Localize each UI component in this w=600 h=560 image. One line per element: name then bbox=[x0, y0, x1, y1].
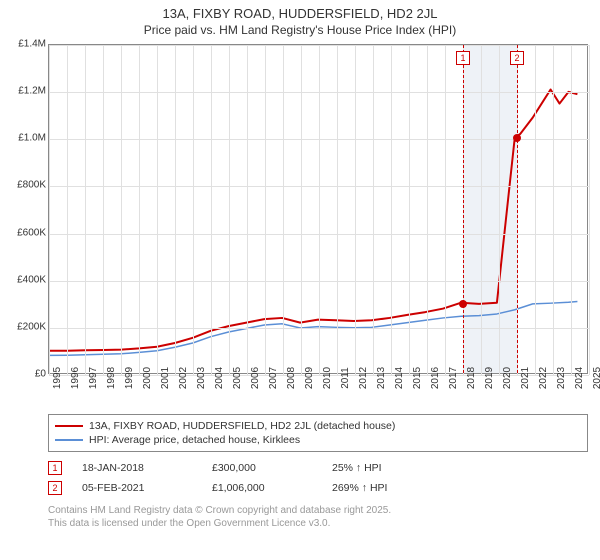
x-tick-label: 1998 bbox=[106, 367, 117, 389]
chart-title: 13A, FIXBY ROAD, HUDDERSFIELD, HD2 2JL bbox=[0, 0, 600, 21]
x-tick-label: 2018 bbox=[466, 367, 477, 389]
footer-line: Contains HM Land Registry data © Crown c… bbox=[48, 504, 391, 517]
x-tick-label: 2012 bbox=[358, 367, 369, 389]
cell-price: £300,000 bbox=[212, 462, 332, 474]
table-row: 1 18-JAN-2018 £300,000 25% ↑ HPI bbox=[48, 458, 588, 478]
cell-pct: 25% ↑ HPI bbox=[332, 462, 452, 474]
chart-container: 13A, FIXBY ROAD, HUDDERSFIELD, HD2 2JL P… bbox=[0, 0, 600, 560]
chart-subtitle: Price paid vs. HM Land Registry's House … bbox=[0, 21, 600, 41]
x-tick-label: 2009 bbox=[304, 367, 315, 389]
x-tick-label: 2007 bbox=[268, 367, 279, 389]
legend-label: 13A, FIXBY ROAD, HUDDERSFIELD, HD2 2JL (… bbox=[89, 420, 395, 432]
footer: Contains HM Land Registry data © Crown c… bbox=[48, 504, 391, 530]
x-tick-label: 2006 bbox=[250, 367, 261, 389]
x-tick-label: 2021 bbox=[520, 367, 531, 389]
x-tick-label: 2004 bbox=[214, 367, 225, 389]
cell-date: 05-FEB-2021 bbox=[82, 482, 212, 494]
legend: 13A, FIXBY ROAD, HUDDERSFIELD, HD2 2JL (… bbox=[48, 414, 588, 452]
y-tick-label: £0 bbox=[4, 369, 46, 380]
x-tick-label: 2016 bbox=[430, 367, 441, 389]
cell-price: £1,006,000 bbox=[212, 482, 332, 494]
cell-pct: 269% ↑ HPI bbox=[332, 482, 452, 494]
x-tick-label: 1999 bbox=[124, 367, 135, 389]
chart-lines bbox=[49, 45, 587, 373]
x-tick-label: 2003 bbox=[196, 367, 207, 389]
x-tick-label: 2010 bbox=[322, 367, 333, 389]
x-tick-label: 2017 bbox=[448, 367, 459, 389]
y-tick-label: £200K bbox=[4, 321, 46, 332]
y-tick-label: £1.2M bbox=[4, 86, 46, 97]
x-tick-label: 2001 bbox=[160, 367, 171, 389]
y-tick-label: £1.0M bbox=[4, 133, 46, 144]
x-tick-label: 2022 bbox=[538, 367, 549, 389]
marker-box: 2 bbox=[510, 51, 524, 65]
x-tick-label: 2019 bbox=[484, 367, 495, 389]
x-tick-label: 2015 bbox=[412, 367, 423, 389]
x-tick-label: 1996 bbox=[70, 367, 81, 389]
marker-badge: 1 bbox=[48, 461, 62, 475]
x-tick-label: 2008 bbox=[286, 367, 297, 389]
legend-swatch bbox=[55, 425, 83, 427]
x-tick-label: 2002 bbox=[178, 367, 189, 389]
x-tick-label: 2013 bbox=[376, 367, 387, 389]
x-tick-label: 1997 bbox=[88, 367, 99, 389]
transactions-table: 1 18-JAN-2018 £300,000 25% ↑ HPI 2 05-FE… bbox=[48, 458, 588, 498]
plot-area: 12 bbox=[48, 44, 588, 374]
x-tick-label: 2023 bbox=[556, 367, 567, 389]
x-tick-label: 2025 bbox=[592, 367, 600, 389]
legend-item: 13A, FIXBY ROAD, HUDDERSFIELD, HD2 2JL (… bbox=[55, 419, 581, 433]
legend-swatch bbox=[55, 439, 83, 441]
table-row: 2 05-FEB-2021 £1,006,000 269% ↑ HPI bbox=[48, 478, 588, 498]
legend-item: HPI: Average price, detached house, Kirk… bbox=[55, 433, 581, 447]
marker-badge: 2 bbox=[48, 481, 62, 495]
cell-date: 18-JAN-2018 bbox=[82, 462, 212, 474]
y-tick-label: £600K bbox=[4, 227, 46, 238]
legend-label: HPI: Average price, detached house, Kirk… bbox=[89, 434, 300, 446]
marker-box: 1 bbox=[456, 51, 470, 65]
x-tick-label: 2024 bbox=[574, 367, 585, 389]
y-tick-label: £400K bbox=[4, 274, 46, 285]
x-tick-label: 2014 bbox=[394, 367, 405, 389]
x-tick-label: 2020 bbox=[502, 367, 513, 389]
x-tick-label: 1995 bbox=[52, 367, 63, 389]
x-tick-label: 2005 bbox=[232, 367, 243, 389]
footer-line: This data is licensed under the Open Gov… bbox=[48, 517, 391, 530]
y-tick-label: £800K bbox=[4, 180, 46, 191]
y-tick-label: £1.4M bbox=[4, 39, 46, 50]
x-tick-label: 2011 bbox=[340, 367, 351, 389]
x-tick-label: 2000 bbox=[142, 367, 153, 389]
